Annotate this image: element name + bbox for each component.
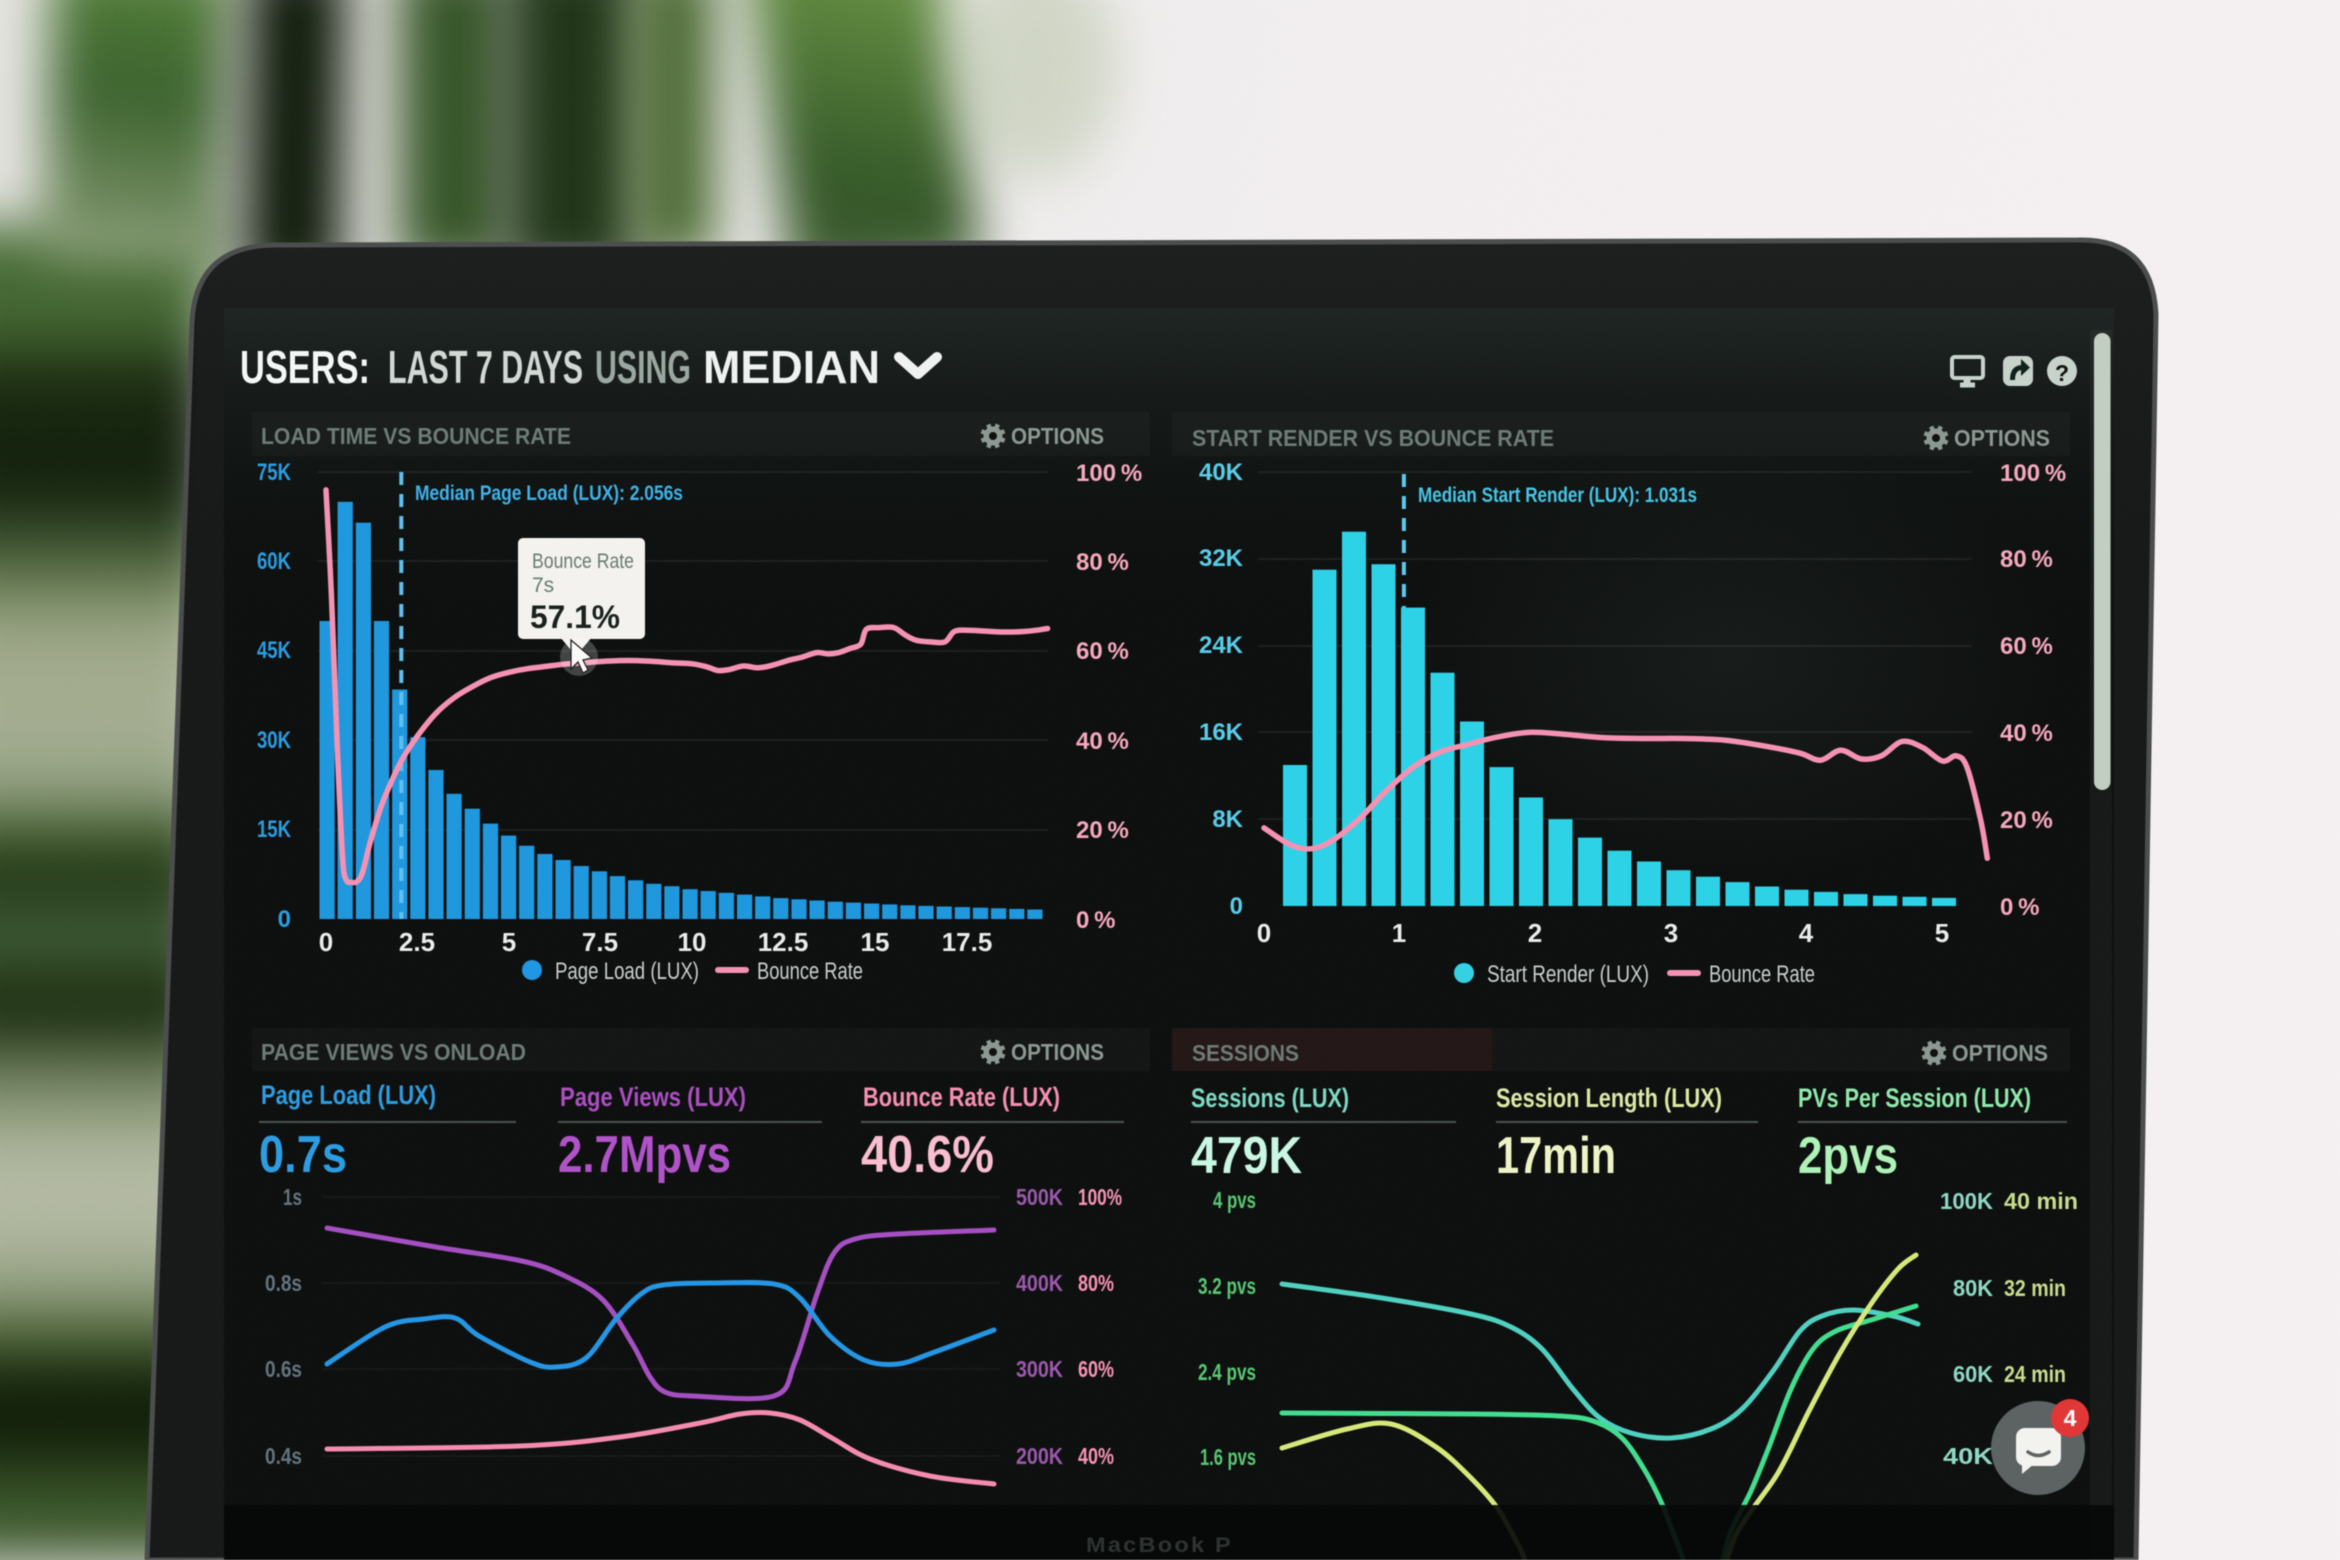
svg-text:OPTIONS: OPTIONS [1011,423,1104,449]
svg-text:17min: 17min [1496,1127,1616,1185]
svg-text:10: 10 [678,927,707,957]
svg-text:200K: 200K [1016,1443,1063,1469]
svg-text:4: 4 [2064,1405,2077,1431]
svg-text:40 min: 40 min [2004,1188,2078,1214]
svg-text:24 min: 24 min [2004,1361,2066,1387]
svg-text:24K: 24K [1199,632,1244,659]
svg-text:Bounce Rate: Bounce Rate [532,550,634,573]
svg-text:USING: USING [595,341,691,393]
svg-text:2pvs: 2pvs [1798,1127,1898,1185]
svg-text:Median Page Load (LUX): 2.056s: Median Page Load (LUX): 2.056s [415,482,683,505]
svg-text:60 %: 60 % [1076,638,1129,665]
svg-text:16K: 16K [1199,719,1244,746]
svg-text:4 pvs: 4 pvs [1213,1187,1256,1213]
svg-text:75K: 75K [257,459,292,486]
svg-text:0.6s: 0.6s [265,1356,302,1382]
svg-text:100K: 100K [1940,1188,1993,1214]
svg-text:0.8s: 0.8s [265,1270,302,1296]
svg-text:7.5: 7.5 [582,927,618,957]
svg-text:60K: 60K [1953,1361,1993,1387]
svg-text:0: 0 [278,906,291,933]
svg-text:20 %: 20 % [2000,807,2053,834]
svg-text:80%: 80% [1078,1270,1114,1296]
svg-text:PAGE VIEWS VS ONLOAD: PAGE VIEWS VS ONLOAD [261,1039,526,1065]
svg-text:1s: 1s [283,1184,302,1210]
svg-text:80 %: 80 % [1076,549,1129,576]
svg-text:Page Load (LUX): Page Load (LUX) [555,958,699,985]
svg-text:80K: 80K [1953,1275,1993,1301]
svg-text:START RENDER VS BOUNCE RATE: START RENDER VS BOUNCE RATE [1192,425,1554,451]
svg-text:32 min: 32 min [2004,1275,2066,1301]
svg-text:40%: 40% [1078,1443,1114,1469]
svg-text:USERS:: USERS: [240,341,370,393]
svg-text:OPTIONS: OPTIONS [1952,1040,2048,1066]
svg-text:0: 0 [1230,893,1243,920]
svg-text:MEDIAN: MEDIAN [703,341,880,393]
svg-text:40.6%: 40.6% [861,1126,994,1184]
svg-text:0: 0 [319,927,333,957]
svg-text:20 %: 20 % [1076,817,1129,844]
svg-text:1: 1 [1392,918,1406,948]
svg-text:40K: 40K [1199,459,1244,486]
svg-text:40 %: 40 % [2000,720,2053,747]
svg-text:Bounce Rate: Bounce Rate [1709,961,1815,988]
svg-text:7s: 7s [532,574,554,597]
svg-text:PVs Per Session (LUX): PVs Per Session (LUX) [1798,1083,2031,1113]
svg-text:60K: 60K [257,548,292,575]
svg-text:2.4 pvs: 2.4 pvs [1198,1359,1256,1385]
svg-text:4: 4 [1799,918,1814,948]
svg-text:OPTIONS: OPTIONS [1011,1039,1104,1065]
svg-text:LOAD TIME VS BOUNCE RATE: LOAD TIME VS BOUNCE RATE [261,423,571,449]
svg-text:8K: 8K [1212,806,1243,833]
svg-text:1.6 pvs: 1.6 pvs [1200,1444,1256,1470]
svg-text:0.4s: 0.4s [265,1443,302,1469]
svg-text:100%: 100% [1078,1184,1122,1210]
svg-text:?: ? [2055,360,2069,386]
svg-text:3: 3 [1664,918,1678,948]
svg-text:60%: 60% [1078,1356,1114,1382]
svg-text:LAST 7 DAYS: LAST 7 DAYS [388,341,583,393]
svg-text:0 %: 0 % [1076,907,1116,934]
svg-text:32K: 32K [1199,545,1244,572]
svg-text:300K: 300K [1016,1356,1063,1382]
svg-text:2.5: 2.5 [399,927,435,957]
svg-text:30K: 30K [257,727,292,754]
svg-text:100 %: 100 % [1076,460,1142,487]
svg-text:5: 5 [1935,918,1949,948]
svg-text:0 %: 0 % [2000,894,2040,921]
svg-text:80 %: 80 % [2000,546,2053,573]
svg-text:100 %: 100 % [2000,460,2066,487]
svg-text:2: 2 [1528,918,1542,948]
svg-text:Page Views (LUX): Page Views (LUX) [560,1082,746,1112]
svg-text:Page Load (LUX): Page Load (LUX) [261,1080,436,1110]
svg-text:Session Length (LUX): Session Length (LUX) [1496,1083,1722,1113]
svg-text:479K: 479K [1191,1127,1302,1185]
svg-text:3.2 pvs: 3.2 pvs [1198,1273,1256,1299]
svg-text:15: 15 [861,927,890,957]
svg-text:Start Render (LUX): Start Render (LUX) [1487,961,1649,988]
svg-text:12.5: 12.5 [758,927,809,957]
svg-text:57.1%: 57.1% [530,599,620,635]
svg-text:5: 5 [502,927,516,957]
svg-text:15K: 15K [257,816,292,843]
svg-text:2.7Mpvs: 2.7Mpvs [558,1126,731,1184]
svg-text:0: 0 [1257,918,1271,948]
svg-text:400K: 400K [1016,1270,1063,1296]
svg-text:Bounce Rate: Bounce Rate [757,958,863,985]
svg-text:40K: 40K [1943,1443,1993,1469]
svg-text:SESSIONS: SESSIONS [1192,1040,1299,1066]
svg-text:17.5: 17.5 [942,927,993,957]
svg-text:45K: 45K [257,637,292,664]
svg-text:Median Start Render (LUX): 1.0: Median Start Render (LUX): 1.031s [1418,484,1697,507]
svg-text:500K: 500K [1016,1184,1063,1210]
svg-text:0.7s: 0.7s [259,1126,347,1184]
svg-text:Sessions (LUX): Sessions (LUX) [1191,1083,1349,1113]
svg-text:OPTIONS: OPTIONS [1954,425,2050,451]
svg-text:MacBook P: MacBook P [1086,1534,1233,1557]
svg-text:Bounce Rate (LUX): Bounce Rate (LUX) [863,1082,1060,1112]
svg-text:60 %: 60 % [2000,633,2053,660]
svg-text:40 %: 40 % [1076,728,1129,755]
